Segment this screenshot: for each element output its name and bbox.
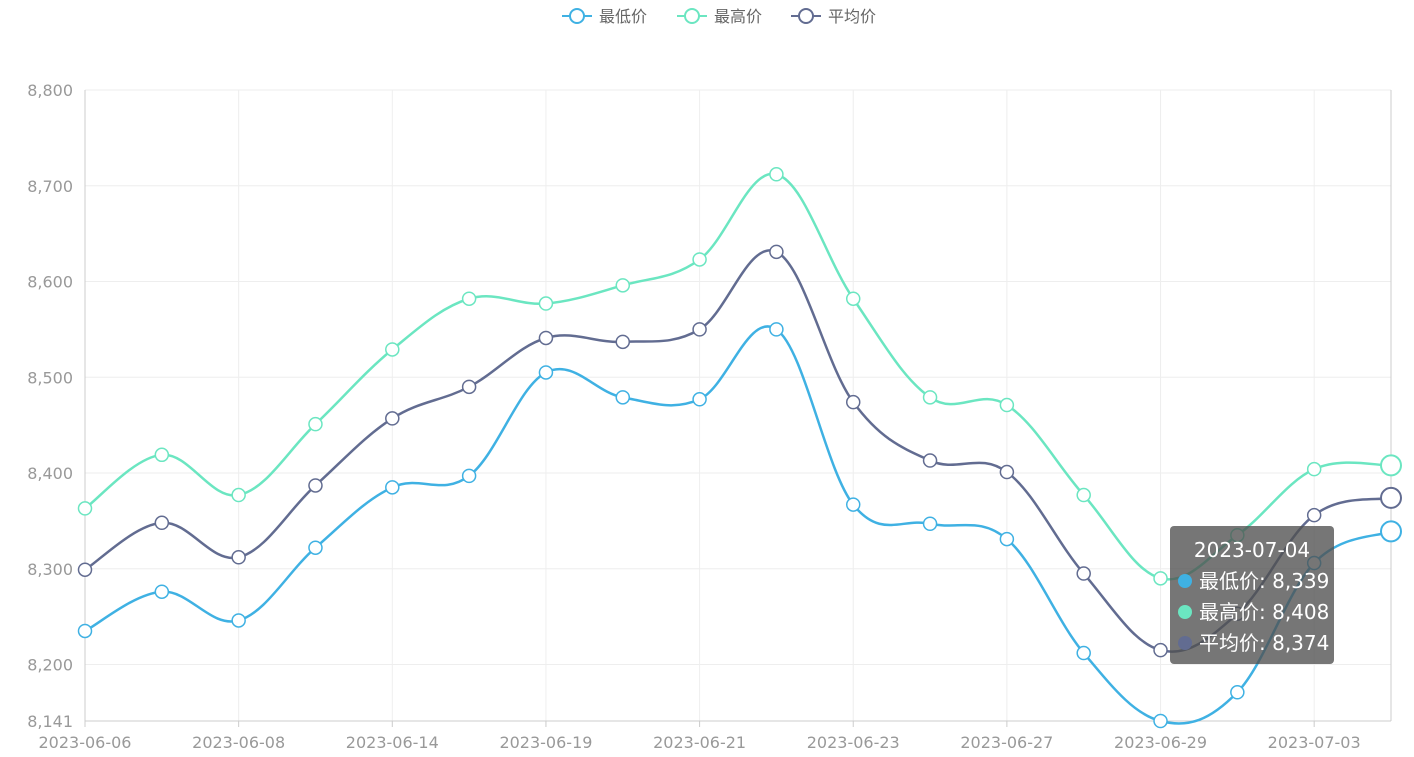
data-point [231,613,246,628]
data-point [308,478,323,493]
tooltip: 2023-07-04 最低价: 8,339 最高价: 8,408 平均价: 8,374 [1170,526,1334,664]
x-tick-label: 2023-06-27 [960,733,1053,752]
series-line-2 [84,172,1392,581]
y-tick-label: 8,200 [27,656,73,675]
y-tick-label: 8,400 [27,464,73,483]
data-point [308,540,323,555]
data-point [1153,642,1168,658]
x-tick-label: 2023-06-21 [653,733,746,752]
data-point [999,464,1015,480]
data-point [615,334,631,350]
data-point [769,244,784,260]
tooltip-row: 最高价: 8,408 [1199,600,1329,624]
data-point [1380,486,1402,509]
y-tick-label: 8,300 [27,560,73,579]
data-point [845,497,861,512]
tooltip-marker [1178,636,1192,650]
x-tick-label: 2023-06-14 [346,733,439,752]
legend: 最低价 最高价 平均价 [562,7,876,26]
data-point [692,252,707,267]
x-tick-label: 2023-06-08 [192,733,285,752]
data-point [769,167,784,182]
data-point [692,392,707,407]
tooltip-marker [1178,574,1192,588]
x-tick-label: 2023-06-23 [807,733,900,752]
data-point [1306,461,1322,477]
axes: 8,141 8,200 8,300 8,400 8,500 8,600 8,700 8,800… [27,81,1392,752]
data-point [77,501,93,516]
y-tick-label: 8,800 [27,81,73,100]
data-point [922,390,938,405]
data-point [154,584,170,599]
legend-marker [684,8,700,24]
data-point [461,291,477,306]
tooltip-title: 2023-07-04 [1194,538,1310,562]
tooltip-row: 最低价: 8,339 [1199,569,1329,593]
data-point [999,397,1015,413]
data-point [385,411,400,426]
data-point [538,365,554,380]
data-point [1153,571,1168,586]
data-point [308,416,323,432]
x-tick-label: 2023-07-03 [1268,733,1361,752]
tooltip-box [1170,526,1334,664]
legend-label: 平均价 [828,7,876,26]
data-point [538,330,554,346]
data-point [769,322,784,337]
data-point [845,394,861,410]
data-point [538,296,554,311]
data-point [1306,507,1322,523]
data-point [845,291,861,306]
data-point [385,480,400,495]
data-point [77,623,93,639]
legend-marker [569,8,585,24]
x-tick-label: 2023-06-06 [39,733,132,752]
data-point [1076,566,1091,581]
data-point [1380,454,1402,477]
data-point [1230,685,1245,700]
data-point [922,453,938,468]
legend-label: 最高价 [714,7,762,26]
y-tick-label: 8,500 [27,368,73,387]
data-point [385,342,400,357]
series-layer [77,167,1402,729]
legend-label: 最低价 [599,7,647,26]
data-point [1380,520,1402,543]
data-point [922,516,938,532]
data-point [1076,487,1091,503]
data-point [999,531,1015,547]
data-point [692,322,707,337]
tooltip-marker [1178,605,1192,619]
x-tick-label: 2023-06-29 [1114,733,1207,752]
data-point [1076,645,1091,661]
y-tick-label: 8,141 [27,712,73,731]
tooltip-row: 平均价: 8,374 [1199,631,1329,655]
data-point [1153,713,1168,729]
data-point [154,515,170,531]
data-point [154,447,170,463]
legend-marker [798,8,814,24]
data-point [461,468,477,484]
y-tick-label: 8,600 [27,273,73,292]
data-point [77,562,93,577]
data-point [615,390,631,405]
data-point [231,487,246,503]
y-tick-label: 8,700 [27,177,73,196]
data-point [231,550,246,565]
x-tick-label: 2023-06-19 [499,733,592,752]
data-point [461,379,477,395]
data-point [615,278,631,293]
